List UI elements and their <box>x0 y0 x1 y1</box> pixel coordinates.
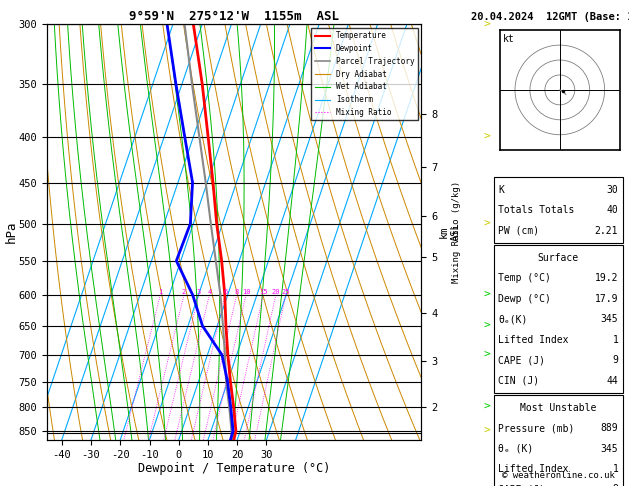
Text: Mixing Ratio (g/kg): Mixing Ratio (g/kg) <box>452 181 460 283</box>
Text: >: > <box>484 290 491 300</box>
Text: Surface: Surface <box>538 253 579 263</box>
Text: >: > <box>484 219 491 228</box>
Text: LCL: LCL <box>552 428 570 438</box>
Text: 3: 3 <box>196 289 201 295</box>
Text: >: > <box>484 350 491 360</box>
Text: 8: 8 <box>235 289 239 295</box>
Text: 9: 9 <box>613 355 618 365</box>
Text: Lifted Index: Lifted Index <box>498 335 569 345</box>
Text: 2.21: 2.21 <box>595 226 618 236</box>
Text: Totals Totals: Totals Totals <box>498 206 574 215</box>
Text: CIN (J): CIN (J) <box>498 376 539 385</box>
Text: 17.9: 17.9 <box>595 294 618 304</box>
Text: 9: 9 <box>613 485 618 486</box>
Text: 4: 4 <box>208 289 211 295</box>
Text: PW (cm): PW (cm) <box>498 226 539 236</box>
Text: © weatheronline.co.uk: © weatheronline.co.uk <box>502 471 615 480</box>
Text: θₑ(K): θₑ(K) <box>498 314 528 324</box>
Text: 1: 1 <box>159 289 162 295</box>
Text: 1: 1 <box>613 464 618 474</box>
Text: 40: 40 <box>606 206 618 215</box>
Text: 19.2: 19.2 <box>595 274 618 283</box>
Text: Dewp (°C): Dewp (°C) <box>498 294 551 304</box>
Text: 6: 6 <box>223 289 227 295</box>
Text: kt: kt <box>503 34 514 44</box>
Title: 9°59'N  275°12'W  1155m  ASL: 9°59'N 275°12'W 1155m ASL <box>130 10 339 23</box>
Text: Pressure (mb): Pressure (mb) <box>498 423 574 433</box>
Legend: Temperature, Dewpoint, Parcel Trajectory, Dry Adiabat, Wet Adiabat, Isotherm, Mi: Temperature, Dewpoint, Parcel Trajectory… <box>311 28 418 120</box>
Text: 15: 15 <box>259 289 267 295</box>
Y-axis label: hPa: hPa <box>4 221 18 243</box>
Text: Lifted Index: Lifted Index <box>498 464 569 474</box>
Text: Temp (°C): Temp (°C) <box>498 274 551 283</box>
Text: K: K <box>498 185 504 195</box>
Text: 345: 345 <box>601 314 618 324</box>
Text: 10: 10 <box>242 289 250 295</box>
Text: CAPE (J): CAPE (J) <box>498 355 545 365</box>
Text: 345: 345 <box>601 444 618 453</box>
Text: 30: 30 <box>606 185 618 195</box>
Text: 20.04.2024  12GMT (Base: 18): 20.04.2024 12GMT (Base: 18) <box>470 12 629 22</box>
Text: >: > <box>484 402 491 412</box>
Text: >: > <box>484 426 491 436</box>
Text: 1: 1 <box>613 335 618 345</box>
X-axis label: Dewpoint / Temperature (°C): Dewpoint / Temperature (°C) <box>138 462 330 475</box>
Text: 889: 889 <box>601 423 618 433</box>
Text: 25: 25 <box>282 289 290 295</box>
Y-axis label: km
ASL: km ASL <box>439 223 460 242</box>
Text: >: > <box>484 321 491 331</box>
Text: CAPE (J): CAPE (J) <box>498 485 545 486</box>
Text: 20: 20 <box>272 289 280 295</box>
Text: >: > <box>484 19 491 29</box>
Text: >: > <box>484 132 491 141</box>
Text: θₑ (K): θₑ (K) <box>498 444 533 453</box>
Text: Most Unstable: Most Unstable <box>520 403 596 413</box>
Text: 44: 44 <box>606 376 618 385</box>
Text: 2: 2 <box>182 289 186 295</box>
